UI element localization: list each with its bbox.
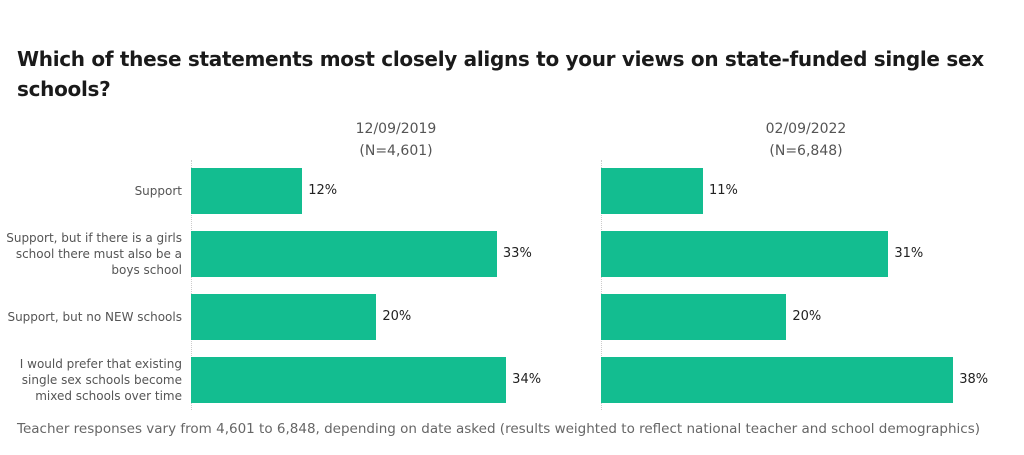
data-label: 20% <box>382 309 412 324</box>
data-label: 12% <box>308 183 338 198</box>
panel-date: 12/09/2019 <box>355 121 437 137</box>
bar <box>601 294 787 340</box>
chart-title: Which of these statements most closely a… <box>17 47 984 101</box>
data-label: 11% <box>708 183 738 198</box>
data-label: 33% <box>502 246 532 261</box>
bar <box>601 168 703 214</box>
data-label: 31% <box>894 246 924 261</box>
panel-date: 02/09/2022 <box>765 121 847 137</box>
bar <box>191 294 377 340</box>
data-label: 34% <box>512 372 542 387</box>
panel-header: 02/09/2022 (N=6,848) <box>686 118 926 162</box>
panel-sample-size: (N=4,601) <box>359 143 433 159</box>
panel-header: 12/09/2019 (N=4,601) <box>276 118 516 162</box>
category-label: Support <box>134 184 182 198</box>
axis-line <box>191 160 192 410</box>
panel-sample-size: (N=6,848) <box>769 143 843 159</box>
bar <box>191 231 497 277</box>
bar <box>601 357 954 403</box>
bar <box>601 231 889 277</box>
bar <box>191 357 507 403</box>
category-label: I would prefer that existing single sex … <box>19 357 182 403</box>
category-label: Support, but no NEW schools <box>7 310 182 324</box>
footnote: Teacher responses vary from 4,601 to 6,8… <box>17 421 981 437</box>
bar <box>191 168 303 214</box>
category-label: Support, but if there is a girls school … <box>6 231 182 277</box>
axis-line <box>601 160 602 410</box>
data-label: 38% <box>959 372 989 387</box>
data-label: 20% <box>792 309 822 324</box>
